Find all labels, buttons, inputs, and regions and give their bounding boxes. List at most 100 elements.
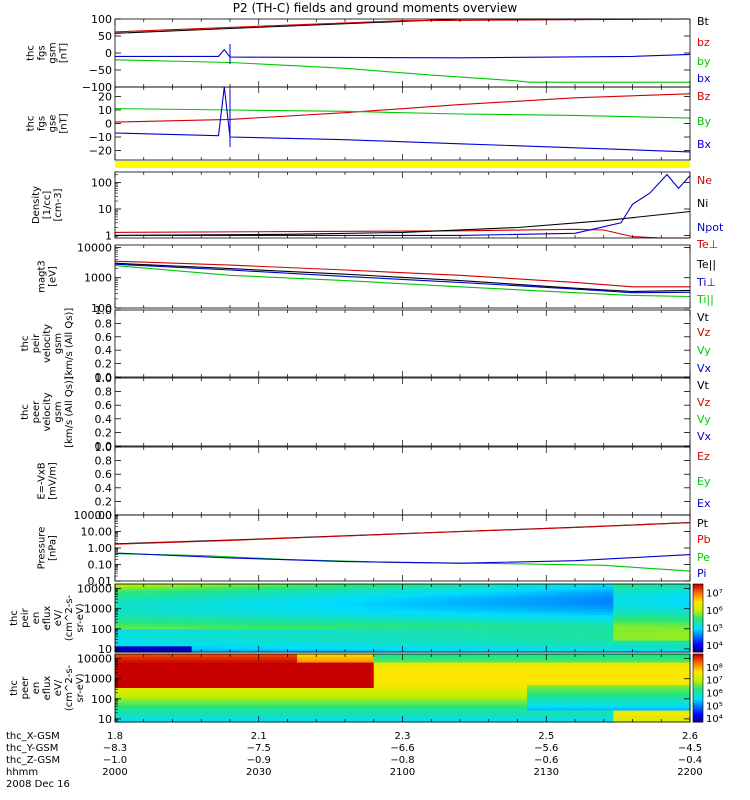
spectrogram-cell (498, 637, 509, 642)
spectrogram-cell (162, 601, 174, 605)
spectrogram-cell (670, 626, 682, 630)
spectrogram-cell (124, 682, 135, 686)
spectrogram-cell (249, 705, 260, 709)
spectrogram-cell (488, 673, 499, 678)
spectrogram-cell (306, 601, 317, 605)
spectrogram-cell (642, 584, 653, 588)
spectrogram-cell (316, 640, 327, 645)
spectrogram-cell (613, 690, 624, 695)
spectrogram-cell (182, 659, 193, 664)
spectrogram-cell (354, 589, 365, 594)
spectrogram-cell (162, 668, 174, 672)
spectrogram-cell (546, 702, 557, 706)
spectrogram-cell (402, 671, 413, 675)
x-tick-label: −0.4 (678, 755, 702, 766)
spectrogram-cell (613, 618, 624, 622)
panel-fgs_gsm (114, 18, 691, 88)
spectrogram-cell (575, 707, 586, 712)
spectrogram-cell (469, 662, 480, 666)
spectrogram-cell (258, 620, 269, 625)
spectrogram-cell (249, 603, 260, 608)
spectrogram-cell (316, 629, 327, 633)
spectrogram-cell (153, 592, 164, 596)
x-tick-label: 2030 (246, 767, 271, 778)
spectrogram-cell (364, 705, 375, 709)
spectrogram-cell (383, 603, 394, 608)
spectrogram-cell (373, 643, 384, 647)
spectrogram-cell (258, 598, 269, 602)
panel-temperature (114, 244, 691, 309)
spectrogram-cell (527, 643, 538, 647)
spectrogram-cell (297, 615, 308, 619)
y-axis-label: gsm (53, 333, 64, 354)
spectrogram-cell (277, 716, 289, 720)
spectrogram-cell (354, 637, 365, 642)
spectrogram-cell (172, 696, 183, 700)
spectrogram-cell (517, 626, 528, 630)
spectrogram-cell (527, 705, 538, 709)
legend-item: Ti⊥ (696, 276, 716, 289)
spectrogram-cell (498, 626, 509, 630)
spectrogram-cell (488, 595, 499, 599)
spectrogram-cell (124, 656, 135, 661)
spectrogram-cell (498, 659, 509, 664)
spectrogram-cell (297, 662, 308, 666)
y-axis-label: [km/s (All Qs)] (64, 308, 75, 380)
spectrogram-cell (354, 646, 365, 650)
spectrogram-cell (210, 637, 222, 642)
spectrogram-cell (412, 618, 423, 622)
spectrogram-cell (306, 646, 317, 650)
spectrogram-cell (191, 649, 202, 653)
spectrogram-cell (507, 637, 519, 642)
spectrogram-cell (440, 623, 452, 628)
spectrogram-cell (498, 612, 509, 616)
spectrogram-cell (498, 618, 509, 622)
spectrogram-cell (201, 632, 212, 636)
spectrogram-cell (201, 659, 212, 664)
colorbar-segment (693, 688, 703, 691)
spectrogram-cell (421, 656, 432, 661)
spectrogram-cell (364, 654, 375, 658)
spectrogram-cell (316, 609, 327, 613)
spectrogram-cell (354, 659, 365, 664)
spectrogram-cell (536, 584, 547, 588)
spectrogram-cell (498, 586, 509, 591)
spectrogram-cell (661, 649, 672, 653)
spectrogram-cell (325, 705, 337, 709)
spectrogram-cell (450, 676, 461, 681)
spectrogram-cell (191, 679, 202, 683)
spectrogram-cell (249, 649, 260, 653)
spectrogram-cell (575, 603, 586, 608)
spectrogram-cell (421, 699, 432, 703)
spectrogram-cell (440, 682, 452, 686)
spectrogram-cell (546, 665, 557, 669)
spectrogram-cell (201, 654, 212, 658)
spectrogram-cell (622, 623, 634, 628)
spectrogram-cell (364, 632, 375, 636)
spectrogram-cell (584, 601, 595, 605)
spectrogram-cell (680, 609, 691, 613)
spectrogram-cell (220, 676, 231, 681)
spectrogram-cell (277, 612, 289, 616)
spectrogram-cell (498, 601, 509, 605)
spectrogram-cell (555, 586, 567, 591)
spectrogram-cell (594, 603, 605, 608)
spectrogram-cell (143, 690, 154, 695)
colorbar-segment (693, 713, 703, 716)
spectrogram-cell (431, 690, 442, 695)
y-axis-label: velocity (42, 324, 53, 363)
spectrogram-cell (201, 623, 212, 628)
spectrogram-cell (469, 656, 480, 661)
spectrogram-cell (632, 671, 643, 675)
spectrogram-cell (191, 635, 202, 639)
spectrogram-cell (431, 673, 442, 678)
spectrogram-cell (268, 586, 279, 591)
colorbar-segment (693, 621, 703, 624)
spectrogram-cell (460, 623, 471, 628)
spectrogram-cell (230, 690, 241, 695)
spectrogram-cell (220, 713, 231, 717)
spectrogram-cell (134, 702, 145, 706)
spectrogram-cell (172, 713, 183, 717)
spectrogram-cell (201, 665, 212, 669)
spectrogram-cell (335, 685, 346, 689)
